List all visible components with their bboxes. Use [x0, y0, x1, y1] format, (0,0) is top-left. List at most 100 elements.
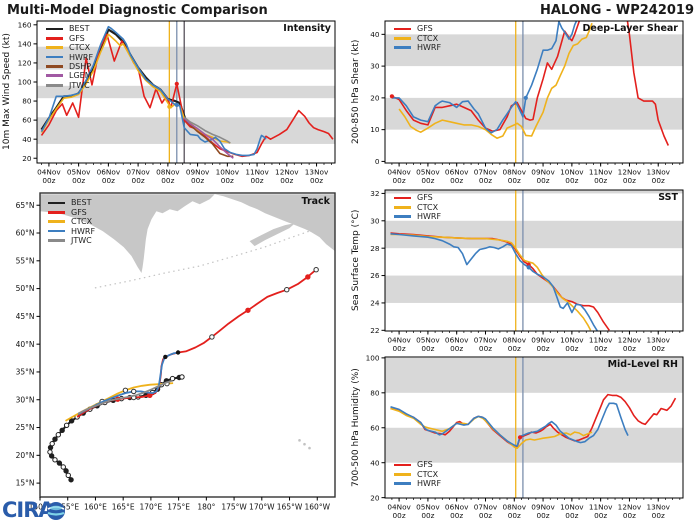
- legend-label: LGEM: [69, 71, 92, 81]
- x-tick-sublabel: 00z: [623, 511, 636, 520]
- x-tick-sublabel: 00z: [132, 176, 145, 185]
- x-tick-label: 05Nov: [416, 168, 440, 177]
- legend-item-hwrf: HWRF: [48, 227, 95, 236]
- best-track-fix: [47, 449, 53, 455]
- x-tick-sublabel: 00z: [251, 176, 264, 185]
- best-line-swatch: [48, 201, 65, 205]
- x-tick-sublabel: 00z: [393, 344, 406, 353]
- lon-tick-label: 170°W: [249, 503, 275, 512]
- legend-item-hwrf: HWRF: [394, 212, 442, 222]
- lat-tick-label: 45°N: [16, 312, 35, 321]
- axes-frame: [384, 189, 684, 332]
- legend-label: HWRF: [417, 212, 442, 222]
- hwrf-marker: [526, 265, 531, 270]
- ctcx-series-line: [390, 233, 592, 331]
- hwrf-series-line: [390, 402, 629, 447]
- intensity-panel-title: Intensity: [283, 23, 331, 34]
- lon-tick-label: 170°E: [139, 503, 162, 512]
- legend-item-best: BEST: [48, 198, 95, 207]
- legend-label: GFS: [417, 193, 433, 203]
- x-tick-label: 13Nov: [305, 168, 329, 177]
- hwrf-marker: [523, 95, 528, 100]
- ctcx-track-marker: [122, 387, 129, 393]
- legend-label: CTCX: [417, 202, 439, 212]
- shear-y-axis-label: 200-850 hPa Shear (kt): [351, 39, 361, 145]
- landmass-shape: [214, 194, 335, 252]
- x-tick-label: 08Nov: [503, 503, 527, 512]
- lon-tick-label: 165°E: [112, 503, 135, 512]
- track-legend: BEST GFS CTCX HWRF JTWC: [48, 198, 95, 245]
- x-tick-label: 13Nov: [646, 336, 670, 345]
- y-tick-label: 20: [22, 154, 32, 163]
- legend-item-hwrf: HWRF: [394, 43, 441, 52]
- threshold-band: [385, 220, 683, 249]
- x-tick-sublabel: 00z: [310, 176, 323, 185]
- island-dot: [308, 446, 311, 450]
- dshp-line-swatch: [46, 65, 63, 68]
- track-fix-marker: [163, 354, 168, 360]
- best-track-fix: [63, 422, 70, 429]
- hwrf-series-line: [390, 233, 599, 331]
- page-title: Multi-Model Diagnostic Comparison: [7, 3, 268, 18]
- y-tick-label: 20: [370, 93, 380, 102]
- x-tick-label: 13Nov: [646, 168, 670, 177]
- gfs-track-marker: [245, 307, 251, 313]
- gfs-line-swatch: [394, 463, 411, 467]
- y-tick-label: 30: [370, 216, 380, 225]
- legend-item-jtwc: JTWC: [48, 235, 95, 245]
- x-tick-sublabel: 00z: [508, 176, 521, 185]
- best-track-fix: [179, 374, 185, 380]
- x-tick-label: 08Nov: [156, 168, 180, 177]
- jtwc-line-swatch: [48, 239, 65, 242]
- x-tick-sublabel: 00z: [42, 176, 55, 185]
- dshp-series-line: [183, 117, 234, 158]
- rh-panel-title: Mid-Level RH: [607, 359, 678, 370]
- best-line-swatch: [46, 27, 63, 31]
- ctcx-line-swatch: [394, 205, 411, 209]
- x-tick-label: 05Nov: [416, 503, 440, 512]
- best-track-fix: [169, 375, 176, 382]
- gfs-line-swatch: [394, 196, 411, 200]
- x-tick-sublabel: 00z: [161, 176, 174, 185]
- x-tick-sublabel: 00z: [594, 344, 607, 353]
- lon-tick-label: 165°W: [277, 503, 303, 512]
- threshold-band: [385, 34, 683, 67]
- y-tick-label: 120: [18, 59, 32, 68]
- x-tick-sublabel: 00z: [479, 344, 492, 353]
- hwrf-line-swatch: [394, 482, 411, 486]
- lon-tick-label: 160°E: [84, 503, 107, 512]
- y-tick-label: 28: [370, 244, 380, 253]
- x-tick-sublabel: 00z: [594, 176, 607, 185]
- x-tick-label: 06Nov: [445, 336, 469, 345]
- island-dot: [303, 442, 306, 446]
- x-tick-sublabel: 00z: [393, 511, 406, 520]
- x-tick-label: 12Nov: [618, 503, 642, 512]
- hwrf-track-line: [77, 352, 177, 415]
- x-tick-sublabel: 00z: [565, 344, 578, 353]
- legend-label: JTWC: [71, 235, 92, 245]
- x-tick-label: 04Nov: [37, 168, 61, 177]
- lat-tick-label: 55°N: [16, 256, 35, 265]
- y-tick-label: 40: [370, 30, 380, 39]
- x-tick-sublabel: 00z: [508, 344, 521, 353]
- legend-item-hwrf: HWRF: [394, 479, 441, 488]
- lat-tick-label: 20°N: [16, 451, 35, 460]
- legend-label: DSHP: [69, 61, 92, 71]
- lat-tick-label: 60°N: [16, 229, 35, 238]
- hwrf-track-marker: [131, 388, 137, 395]
- axes-frame: [384, 20, 684, 164]
- track-panel-title: Track: [301, 196, 330, 207]
- x-tick-label: 11Nov: [589, 168, 613, 177]
- rh-plot: 04Nov00z05Nov00z06Nov00z07Nov00z08Nov00z…: [366, 353, 684, 520]
- y-tick-label: 32: [370, 189, 379, 198]
- y-tick-label: 22: [370, 326, 379, 335]
- x-tick-label: 07Nov: [474, 503, 498, 512]
- intensity-legend: BEST GFS CTCX HWRF DSHP LGEM JTWC: [46, 24, 93, 90]
- x-tick-sublabel: 00z: [191, 176, 204, 185]
- best-track-fix: [68, 418, 75, 424]
- landmass-shape: [249, 223, 296, 247]
- x-tick-sublabel: 00z: [450, 344, 463, 353]
- lon-tick-label: 150°E: [29, 503, 52, 512]
